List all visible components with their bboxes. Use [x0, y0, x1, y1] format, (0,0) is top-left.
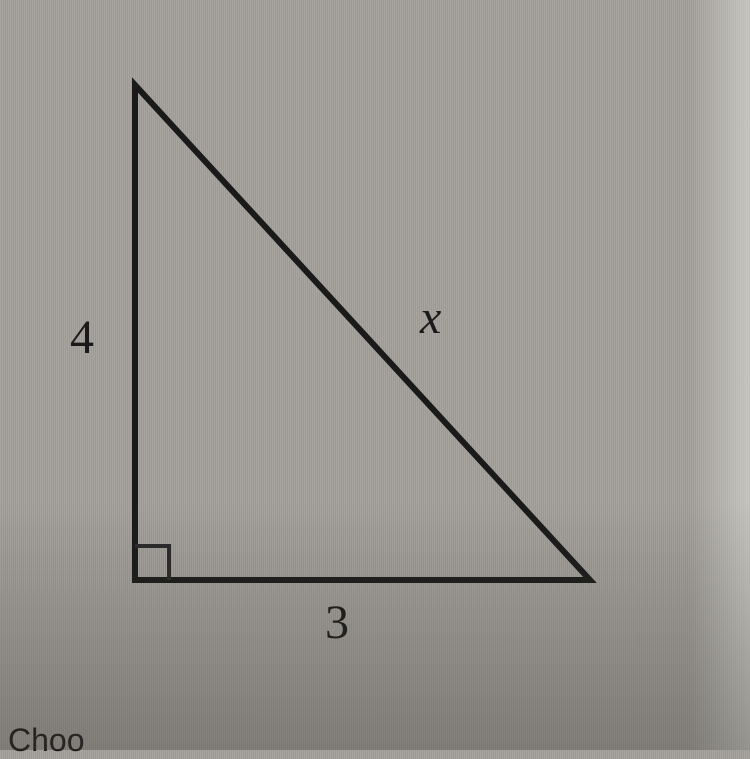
triangle-diagram	[0, 0, 750, 750]
screen-glare	[690, 0, 750, 750]
hypotenuse-label: x	[420, 290, 441, 345]
vertical-leg-label: 4	[70, 310, 94, 365]
horizontal-leg-label: 3	[325, 595, 349, 650]
cutoff-text: Choo	[8, 722, 85, 759]
screenshot-container: 4 x 3 Choo	[0, 0, 750, 750]
right-triangle-shape	[135, 85, 590, 580]
right-angle-marker	[135, 546, 169, 580]
